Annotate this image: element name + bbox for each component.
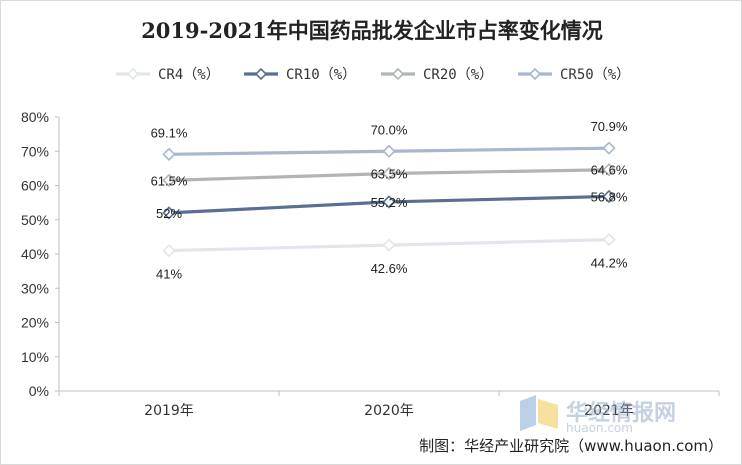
data-point: [602, 232, 616, 247]
y-tick-label: 40%: [21, 246, 49, 262]
watermark: 华经情报网 huaon.com: [518, 393, 723, 435]
y-tick-label: 0%: [29, 383, 49, 399]
data-point: [162, 243, 176, 258]
data-point: [602, 163, 616, 177]
data-label: 42.6%: [371, 261, 408, 276]
data-label: 41%: [156, 267, 182, 282]
y-tick-label: 50%: [21, 212, 49, 228]
watermark-url: huaon.com: [566, 421, 633, 435]
data-label: 63.5%: [371, 167, 408, 182]
data-label: 52%: [156, 206, 182, 221]
x-tick-label: 2021年: [584, 403, 634, 419]
data-label: 56.8%: [591, 189, 628, 204]
watermark-text: 华经情报网: [566, 401, 677, 426]
data-label: 69.1%: [151, 125, 188, 140]
data-label: 64.6%: [591, 163, 628, 178]
data-point: [162, 147, 176, 161]
y-tick-label: 10%: [21, 349, 49, 365]
data-label: 44.2%: [591, 256, 628, 271]
chart-title: 2019-2021年中国药品批发企业市占率变化情况: [141, 18, 603, 43]
legend-item-label: CR4（%）: [158, 67, 220, 83]
data-point: [382, 166, 396, 181]
data-point: [382, 144, 396, 158]
data-point: [162, 206, 176, 220]
y-tick-label: 60%: [21, 178, 49, 194]
chart-credit: 制图：华经产业研究院（www.huaon.com）: [419, 437, 723, 455]
data-label: 70.9%: [591, 119, 628, 134]
data-label: 70.0%: [371, 122, 408, 137]
data-label: 55.2%: [371, 195, 408, 210]
legend-item-label: CR10（%）: [286, 67, 356, 83]
x-tick-label: 2020年: [364, 403, 414, 419]
legend-item-label: CR20（%）: [423, 67, 493, 83]
data-label: 61.5%: [151, 173, 188, 188]
data-point: [162, 173, 176, 187]
legend-swatch-marker: [391, 67, 405, 81]
y-tick-label: 20%: [21, 315, 49, 331]
data-point: [602, 141, 616, 155]
x-tick-label: 2019年: [144, 403, 194, 419]
y-tick-label: 70%: [21, 143, 49, 159]
legend-swatch-marker: [528, 67, 542, 81]
data-point: [602, 189, 616, 204]
y-tick-label: 80%: [21, 109, 49, 125]
legend-swatch-marker: [126, 67, 140, 81]
legend-item-label: CR50（%）: [560, 67, 630, 83]
watermark-logo-icon: [520, 395, 558, 431]
legend-swatch-marker: [254, 67, 268, 81]
data-point: [382, 195, 396, 209]
data-point: [382, 238, 396, 252]
y-tick-label: 30%: [21, 280, 49, 296]
